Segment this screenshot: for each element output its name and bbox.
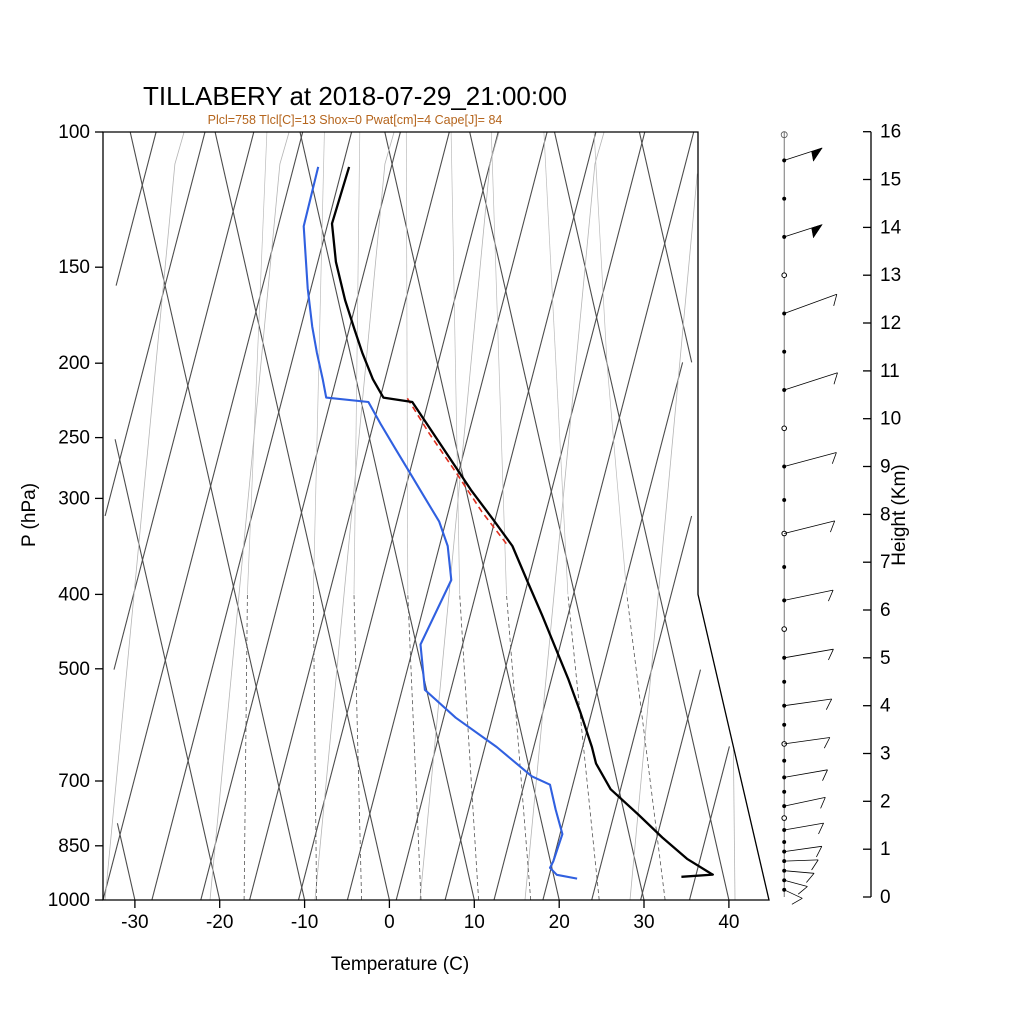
svg-text:300: 300 bbox=[58, 488, 90, 509]
svg-text:850: 850 bbox=[58, 836, 90, 857]
svg-text:Height (Km): Height (Km) bbox=[889, 464, 910, 565]
svg-text:16: 16 bbox=[880, 122, 901, 143]
svg-text:150: 150 bbox=[58, 257, 90, 278]
svg-text:20: 20 bbox=[549, 912, 570, 933]
svg-text:-30: -30 bbox=[121, 912, 148, 933]
svg-text:500: 500 bbox=[58, 659, 90, 680]
svg-text:-10: -10 bbox=[291, 912, 318, 933]
svg-text:13: 13 bbox=[880, 265, 901, 286]
svg-text:0: 0 bbox=[384, 912, 395, 933]
svg-text:12: 12 bbox=[880, 313, 901, 334]
svg-text:1000: 1000 bbox=[48, 890, 90, 911]
svg-text:6: 6 bbox=[880, 600, 891, 621]
svg-text:0: 0 bbox=[880, 887, 891, 908]
svg-text:100: 100 bbox=[58, 122, 90, 143]
svg-text:14: 14 bbox=[880, 217, 902, 238]
svg-text:3: 3 bbox=[880, 744, 891, 765]
svg-text:10: 10 bbox=[880, 409, 901, 430]
svg-text:40: 40 bbox=[718, 912, 739, 933]
svg-text:TILLABERY at 2018-07-29_21:00:: TILLABERY at 2018-07-29_21:00:00 bbox=[143, 81, 567, 111]
svg-text:2: 2 bbox=[880, 791, 891, 812]
svg-text:11: 11 bbox=[880, 361, 900, 382]
svg-text:1: 1 bbox=[880, 839, 891, 860]
svg-text:-20: -20 bbox=[206, 912, 233, 933]
svg-text:P (hPa): P (hPa) bbox=[19, 483, 40, 547]
svg-text:15: 15 bbox=[880, 170, 901, 191]
svg-text:700: 700 bbox=[58, 771, 90, 792]
svg-text:30: 30 bbox=[633, 912, 654, 933]
svg-text:250: 250 bbox=[58, 428, 90, 449]
svg-text:5: 5 bbox=[880, 648, 891, 669]
svg-text:4: 4 bbox=[880, 696, 891, 717]
svg-text:200: 200 bbox=[58, 353, 90, 374]
svg-text:10: 10 bbox=[464, 912, 485, 933]
svg-text:Temperature (C): Temperature (C) bbox=[331, 954, 469, 975]
svg-text:400: 400 bbox=[58, 584, 90, 605]
svg-text:Plcl=758 Tlcl[C]=13 Shox=0 Pwa: Plcl=758 Tlcl[C]=13 Shox=0 Pwat[cm]=4 Ca… bbox=[208, 113, 503, 127]
